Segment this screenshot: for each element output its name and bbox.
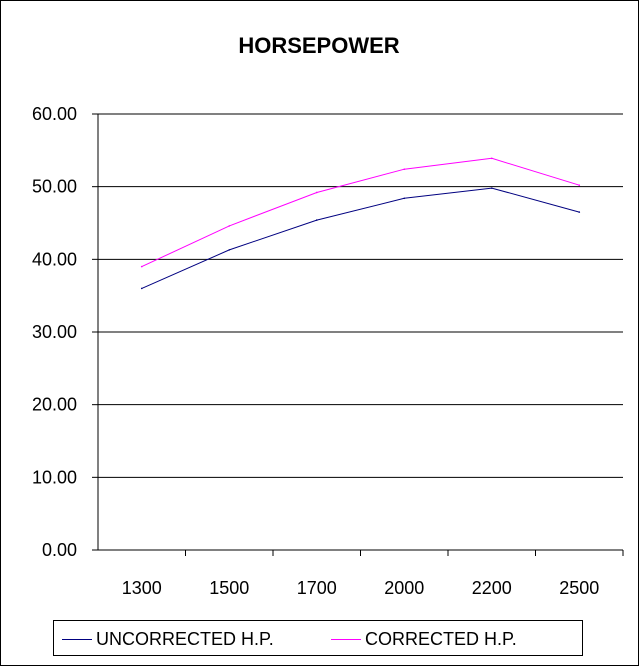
legend-item-uncorrected: UNCORRECTED H.P. (62, 629, 274, 650)
data-point (403, 197, 406, 200)
data-point (490, 187, 493, 189)
chart-title: HORSEPOWER (238, 33, 399, 58)
data-point (578, 184, 581, 187)
data-point (578, 211, 581, 213)
y-tick-label: 0.00 (42, 540, 77, 560)
x-tick-label: 2000 (384, 578, 424, 598)
x-tick-label: 1500 (209, 578, 249, 598)
y-tick-label: 10.00 (32, 467, 77, 487)
x-tick-label: 2200 (472, 578, 512, 598)
data-point (315, 191, 318, 194)
data-point (228, 249, 231, 251)
data-point (315, 219, 318, 221)
data-point (228, 225, 231, 227)
y-tick-label: 60.00 (32, 104, 77, 124)
x-tick-label: 1700 (297, 578, 337, 598)
gridlines (98, 113, 623, 478)
data-point (140, 287, 143, 290)
series-line-uncorrected (141, 187, 580, 289)
y-tick-label: 20.00 (32, 395, 77, 415)
data-point (490, 157, 493, 160)
legend-swatch-corrected (331, 639, 361, 640)
series-line-corrected (141, 157, 580, 268)
data-point (403, 168, 406, 171)
chart-legend: UNCORRECTED H.P. CORRECTED H.P. (53, 620, 583, 656)
legend-item-corrected: CORRECTED H.P. (331, 629, 517, 650)
x-axis-ticks: 1300 1500 1700 2000 2200 2500 (122, 550, 624, 598)
legend-label-corrected: CORRECTED H.P. (365, 629, 517, 649)
legend-swatch-uncorrected (62, 639, 92, 640)
x-tick-label: 1300 (122, 578, 162, 598)
x-tick-label: 2500 (559, 578, 599, 598)
y-tick-label: 40.00 (32, 249, 77, 269)
data-point (140, 265, 143, 268)
y-axis-ticks: 0.00 10.00 20.00 30.00 40.00 50.00 60.00 (32, 104, 98, 560)
y-tick-label: 30.00 (32, 322, 77, 342)
series-lines (140, 157, 581, 290)
y-tick-label: 50.00 (32, 177, 77, 197)
legend-label-uncorrected: UNCORRECTED H.P. (96, 629, 274, 649)
